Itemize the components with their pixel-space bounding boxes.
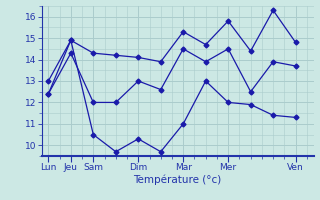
X-axis label: Température (°c): Température (°c): [133, 175, 222, 185]
